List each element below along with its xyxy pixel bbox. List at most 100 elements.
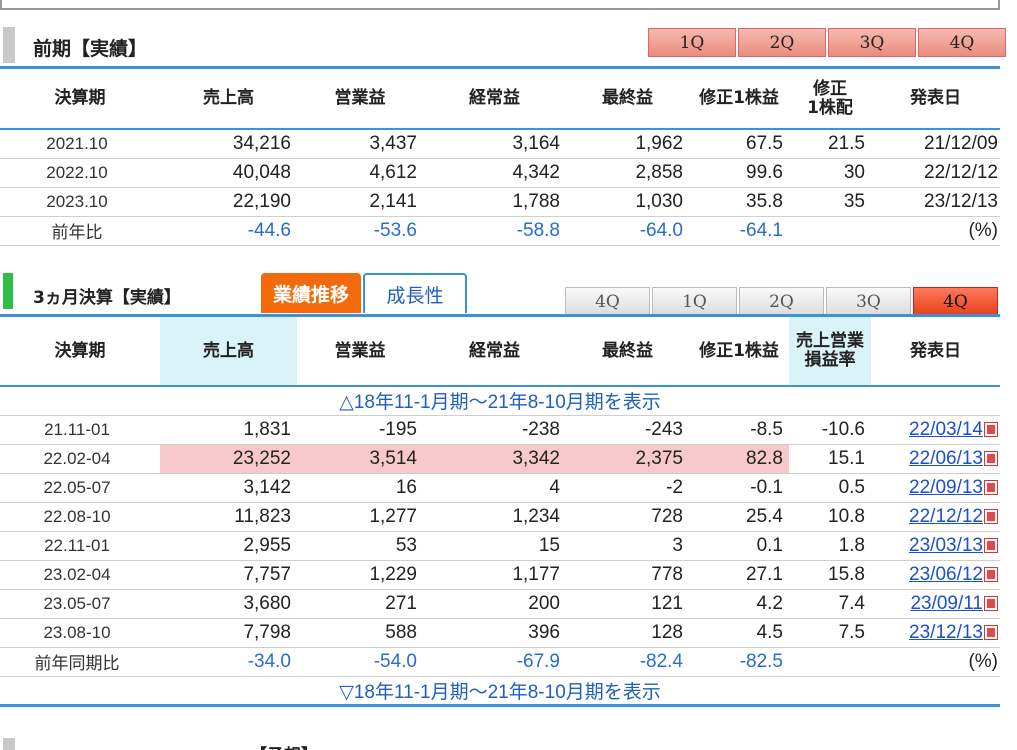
cell-eps: 25.4 (689, 502, 789, 532)
yoy-sales: -44.6 (160, 216, 297, 246)
quarterly-tab-prev-4q[interactable]: 4Q (565, 287, 650, 316)
annual-tab-2q[interactable]: 2Q (738, 28, 826, 57)
tab-growth[interactable]: 成長性 (363, 273, 467, 313)
q-header-margin-line1: 売上営業 (796, 331, 864, 352)
cell-net-profit: 2,858 (566, 158, 689, 188)
show-later-row: ▽18年11-1月期～21年8-10月期を表示 (0, 676, 1000, 707)
quarterly-tab-2q[interactable]: 2Q (739, 287, 824, 316)
quarterly-header-row: 決算期 売上高 営業益 経常益 最終益 修正1株益 売上営業 損益率 発表日 (0, 317, 1000, 386)
cell-ordinary-profit: 3,164 (423, 129, 566, 159)
report-date-link[interactable]: 23/09/11 (910, 592, 983, 614)
report-date-link[interactable]: 22/06/13 (909, 447, 983, 469)
section-marker (3, 273, 13, 309)
annual-tab-4q[interactable]: 4Q (918, 28, 1006, 57)
q-yoy-empty (789, 647, 871, 677)
cell-eps: -8.5 (689, 415, 789, 445)
pdf-icon[interactable] (984, 595, 998, 611)
q-yoy-ord: -67.9 (423, 647, 566, 677)
cell-date: 21/12/09 (871, 129, 1000, 159)
yoy-unit: (%) (871, 216, 1000, 246)
quarterly-tab-4q[interactable]: 4Q (913, 287, 998, 316)
header-net-profit: 最終益 (602, 88, 653, 109)
cell-eps: 82.8 (689, 444, 789, 474)
pdf-icon[interactable] (984, 566, 998, 582)
cell-net-profit: 778 (566, 560, 689, 590)
cell-sales: 11,823 (160, 502, 297, 532)
cell-eps: 27.1 (689, 560, 789, 590)
table-row: 22.11-01 2,955 53 15 3 0.1 1.8 23/03/13 (0, 531, 1000, 561)
pdf-icon[interactable] (984, 450, 998, 466)
cell-sales: 22,190 (160, 187, 297, 217)
cell-net-profit: 2,375 (566, 444, 689, 474)
cell-period: 22.02-04 (0, 444, 160, 474)
q-header-ordinary-profit: 経常益 (469, 340, 520, 361)
q-header-operating-profit: 営業益 (334, 340, 386, 361)
q-header-eps: 修正1株益 (699, 340, 779, 361)
cell-sales: 40,048 (160, 158, 297, 188)
annual-header-rule (0, 66, 1000, 69)
report-date-link[interactable]: 22/12/12 (909, 505, 983, 527)
cell-margin: -10.6 (789, 415, 871, 445)
cell-margin: 1.8 (789, 531, 871, 561)
header-period: 決算期 (54, 88, 106, 109)
annual-tab-1q[interactable]: 1Q (648, 28, 736, 57)
cell-sales: 2,955 (160, 531, 297, 561)
yoy-net: -64.0 (566, 216, 689, 246)
cell-period: 21.11-01 (0, 415, 160, 445)
cell-operating-profit: 271 (297, 589, 423, 619)
cell-operating-profit: 2,141 (297, 187, 423, 217)
report-date-link[interactable]: 22/03/14 (909, 418, 983, 440)
report-date-link[interactable]: 23/12/13 (909, 621, 983, 643)
report-date-link[interactable]: 23/03/13 (909, 534, 983, 556)
q-yoy-label: 前年同期比 (0, 647, 160, 677)
cell-margin: 15.8 (789, 560, 871, 590)
cell-eps: 67.5 (689, 129, 789, 159)
header-ordinary-profit: 経常益 (469, 88, 520, 109)
cell-net-profit: 728 (566, 502, 689, 532)
cell-date: 23/09/11 (871, 589, 1000, 619)
section-marker (3, 27, 15, 63)
table-row: 2021.10 34,216 3,437 3,164 1,962 67.5 21.5 21/1… (0, 129, 1000, 159)
pdf-icon[interactable] (984, 624, 998, 640)
quarterly-tab-1q[interactable]: 1Q (652, 287, 737, 316)
table-row: 23.05-07 3,680 271 200 121 4.2 7.4 23/09/11 (0, 589, 1000, 619)
yoy-label: 前年比 (0, 216, 160, 246)
annual-tab-3q[interactable]: 3Q (828, 28, 916, 57)
report-date-link[interactable]: 22/09/13 (909, 476, 983, 498)
show-later-link[interactable]: ▽18年11-1月期～21年8-10月期を表示 (0, 676, 1000, 707)
cell-date: 22/12/12 (871, 158, 1000, 188)
q-header-margin: 売上営業 損益率 (789, 317, 871, 386)
header-eps: 修正1株益 (699, 88, 779, 109)
tab-performance[interactable]: 業績推移 (261, 273, 361, 313)
cell-operating-profit: 3,437 (297, 129, 423, 159)
q-header-net-profit: 最終益 (602, 340, 653, 361)
table-row: 22.02-04 23,252 3,514 3,342 2,375 82.8 15.1 22/… (0, 444, 1000, 474)
pdf-icon[interactable] (984, 508, 998, 524)
cell-sales: 34,216 (160, 129, 297, 159)
show-earlier-link[interactable]: △18年11-1月期～21年8-10月期を表示 (0, 386, 1000, 416)
header-operating-profit: 営業益 (334, 88, 386, 109)
cell-ordinary-profit: 4 (423, 473, 566, 503)
cell-date: 22/09/13 (871, 473, 1000, 503)
cell-margin: 0.5 (789, 473, 871, 503)
pdf-icon[interactable] (984, 537, 998, 553)
cell-operating-profit: 53 (297, 531, 423, 561)
cell-net-profit: 121 (566, 589, 689, 619)
cell-ordinary-profit: 15 (423, 531, 566, 561)
header-dividend: 修正 1株配 (789, 69, 871, 129)
pdf-icon[interactable] (984, 479, 998, 495)
cell-period: 23.08-10 (0, 618, 160, 648)
cell-eps: -0.1 (689, 473, 789, 503)
header-dividend-line2: 1株配 (807, 97, 853, 118)
cell-period: 2022.10 (0, 158, 160, 188)
cell-net-profit: 1,962 (566, 129, 689, 159)
yoy-eps: -64.1 (689, 216, 789, 246)
cell-date: 22/03/14 (871, 415, 1000, 445)
annual-section-title: 前期【実績】 (33, 38, 148, 60)
table-row: 23.08-10 7,798 588 396 128 4.5 7.5 23/12/13 (0, 618, 1000, 648)
quarterly-tab-3q[interactable]: 3Q (826, 287, 911, 316)
pdf-icon[interactable] (984, 421, 998, 437)
cell-dividend: 21.5 (789, 129, 871, 159)
report-date-link[interactable]: 23/06/12 (909, 563, 983, 585)
cell-operating-profit: 1,277 (297, 502, 423, 532)
